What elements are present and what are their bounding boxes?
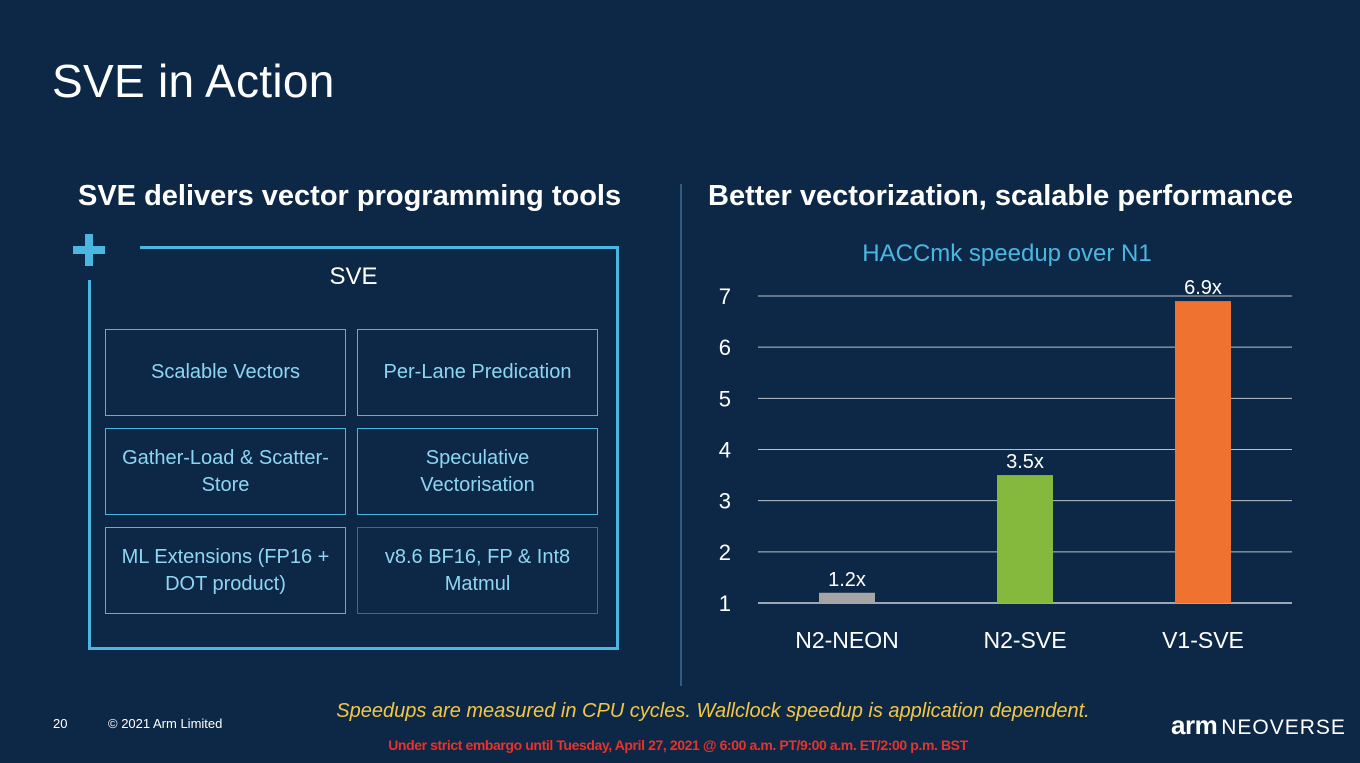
right-section-heading: Better vectorization, scalable performan…	[708, 180, 1294, 212]
data-label: 6.9x	[1184, 277, 1222, 299]
column-divider	[680, 184, 682, 686]
logo-arm-text: arm	[1171, 710, 1218, 740]
plus-icon	[73, 234, 105, 266]
footnote: Speedups are measured in CPU cycles. Wal…	[336, 700, 1090, 722]
chart-bars	[819, 301, 1231, 603]
frame-corner-gap	[84, 238, 140, 280]
data-label: 3.5x	[1006, 451, 1044, 473]
slide-title: SVE in Action	[52, 55, 335, 107]
sve-frame	[88, 246, 619, 650]
page-number: 20	[53, 716, 68, 731]
feature-ml-extensions: ML Extensions (FP16 + DOT product)	[105, 527, 346, 614]
chart-y-ticks: 1 2 3 4 5 6 7	[719, 284, 731, 616]
bar-n2-neon	[819, 592, 875, 603]
chart-data-labels: 1.2x 3.5x 6.9x	[828, 277, 1222, 591]
chart-title: HACCmk speedup over N1	[862, 240, 1152, 267]
feature-per-lane-predication: Per-Lane Predication	[357, 329, 598, 416]
bar-v1-sve	[1175, 301, 1231, 603]
chart-category-labels: N2-NEON N2-SVE V1-SVE	[795, 627, 1244, 653]
feature-v86-matmul: v8.6 BF16, FP & Int8 Matmul	[357, 527, 598, 614]
y-tick-label: 4	[719, 438, 731, 463]
data-label: 1.2x	[828, 569, 866, 591]
embargo-notice: Under strict embargo until Tuesday, Apri…	[388, 737, 968, 753]
feature-gather-load-scatter-store: Gather-Load & Scatter-Store	[105, 428, 346, 515]
y-tick-label: 5	[719, 386, 731, 411]
logo-product-text: NEOVERSE	[1221, 716, 1346, 739]
feature-scalable-vectors: Scalable Vectors	[105, 329, 346, 416]
feature-speculative-vectorisation: Speculative Vectorisation	[357, 428, 598, 515]
category-label: V1-SVE	[1162, 627, 1244, 653]
arm-neoverse-logo: arm NEOVERSE	[1171, 710, 1346, 741]
y-tick-label: 3	[719, 489, 731, 514]
y-tick-label: 6	[719, 335, 731, 360]
bar-n2-sve	[997, 475, 1053, 603]
y-tick-label: 1	[719, 591, 731, 616]
speedup-bar-chart: 1 2 3 4 5 6 7 1.2x 3.5x 6.9x N2-NEON N2-SVE V1-SVE	[719, 277, 1292, 653]
copyright: © 2021 Arm Limited	[108, 716, 223, 731]
category-label: N2-SVE	[983, 627, 1066, 653]
left-section-heading: SVE delivers vector programming tools	[78, 180, 622, 212]
y-tick-label: 7	[719, 284, 731, 309]
category-label: N2-NEON	[795, 627, 899, 653]
y-tick-label: 2	[719, 540, 731, 565]
sve-label: SVE	[329, 263, 378, 290]
